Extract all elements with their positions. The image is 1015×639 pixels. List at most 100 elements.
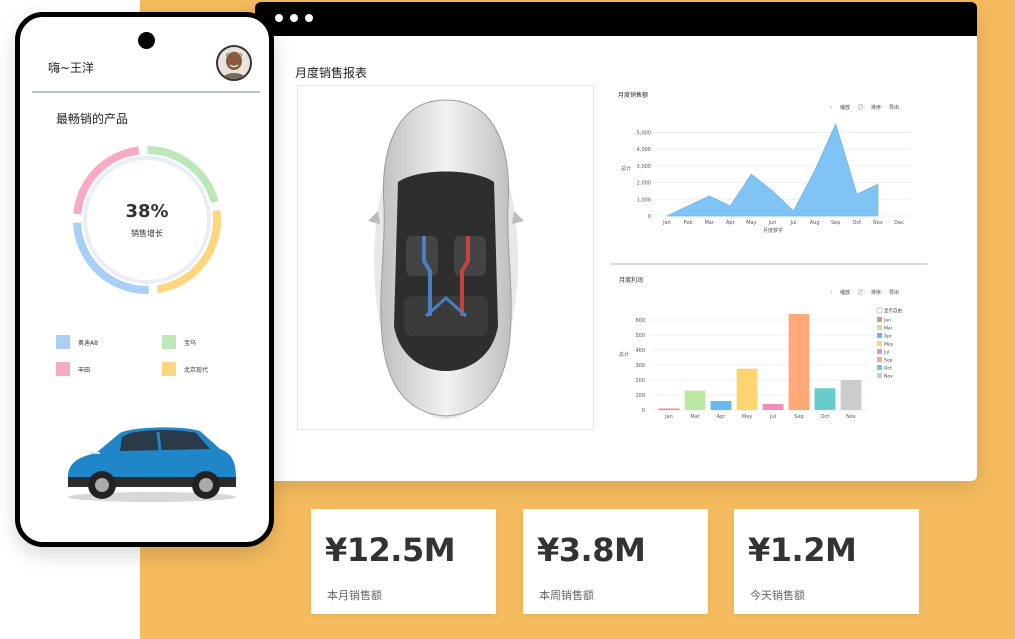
- bar: [736, 368, 758, 410]
- toolbar-sort-button[interactable]: 排序: [871, 290, 882, 296]
- toolbar-sort-button[interactable]: 排序: [871, 105, 882, 111]
- greeting-text: 嗨~王洋: [48, 61, 95, 75]
- camera-icon: [138, 32, 155, 49]
- x-tick-label: May: [742, 414, 752, 420]
- stat-card-month: ¥12.5M 本月销售额: [311, 509, 496, 614]
- y-tick-label: 4,000: [637, 147, 651, 153]
- x-tick-label: Sep: [794, 414, 803, 420]
- legend-label: 宝马: [184, 339, 197, 347]
- toolbar-expand-button[interactable]: ›: [830, 289, 832, 296]
- toolbar-export-button[interactable]: 导出: [889, 105, 900, 111]
- x-tick-label: Nov: [873, 220, 883, 226]
- x-tick-label: Jun: [768, 220, 777, 226]
- phone-divider: [32, 91, 260, 93]
- y-tick-label: 100: [635, 393, 645, 399]
- phone-mockup: 嗨~王洋 最畅销的产品 38% 销售增长 奥迪A8: [15, 12, 274, 547]
- bar: [788, 314, 810, 410]
- legend-label: 奥迪A8: [78, 339, 98, 347]
- y-tick-label: 400: [635, 348, 645, 354]
- window-dot-icon[interactable]: [305, 14, 313, 22]
- x-tick-label: Mar: [690, 414, 700, 420]
- legend-item: 丰田: [56, 362, 90, 376]
- y-tick-label: 0: [648, 214, 651, 220]
- legend-checkbox[interactable]: [876, 307, 883, 314]
- toolbar-zoom-button[interactable]: 缩放: [840, 290, 851, 296]
- toolbar-table-button[interactable]: 〼: [858, 290, 864, 296]
- x-tick-label: Sep: [831, 220, 840, 226]
- donut-segment: [147, 146, 219, 204]
- stat-label: 本月销售额: [327, 589, 382, 602]
- x-tick-label: Nov: [846, 414, 856, 420]
- legend-swatch: [162, 335, 176, 349]
- stat-label: 本周销售额: [539, 589, 594, 602]
- car-top-view-image: [297, 85, 594, 430]
- growth-percent: 38%: [125, 201, 169, 222]
- stat-card-week: ¥3.8M 本周销售额: [523, 509, 708, 614]
- browser-titlebar: [255, 2, 977, 36]
- bar: [762, 404, 784, 410]
- legend-label: Jan: [883, 318, 891, 324]
- avatar[interactable]: [216, 45, 252, 81]
- donut-track: [83, 156, 211, 284]
- y-tick-label: 3,000: [637, 164, 651, 170]
- toolbar-expand-button[interactable]: ›: [830, 104, 832, 111]
- x-tick-label: Aug: [810, 220, 820, 226]
- stat-label: 今天销售额: [750, 589, 805, 602]
- x-tick-label: Feb: [684, 220, 693, 226]
- stat-card-today: ¥1.2M 今天销售额: [734, 509, 919, 614]
- x-tick-label: May: [746, 220, 756, 226]
- legend-label: Mar: [884, 326, 893, 332]
- sales-donut-chart: 38% 销售增长: [68, 141, 226, 299]
- browser-window: 月度销售报表: [255, 2, 977, 481]
- stat-value: ¥1.2M: [748, 531, 857, 569]
- legend-swatch: [877, 325, 882, 330]
- donut-segment: [73, 146, 140, 215]
- window-dot-icon[interactable]: [275, 14, 283, 22]
- bar-chart-title: 月度利润: [619, 277, 644, 284]
- legend-swatch: [162, 362, 176, 376]
- y-tick-label: 500: [635, 333, 645, 339]
- x-tick-label: Jul: [790, 220, 797, 226]
- legend-swatch: [56, 362, 70, 376]
- toolbar-export-button[interactable]: 导出: [889, 290, 900, 296]
- legend-header: 显示自由: [884, 307, 902, 314]
- best-products-title: 最畅销的产品: [56, 112, 129, 126]
- area-chart-toolbar: › 缩放 〼 排序 导出: [830, 104, 900, 112]
- legend-label: Nov: [884, 374, 893, 380]
- y-tick-label: 200: [635, 378, 645, 384]
- y-tick-label: 300: [635, 363, 645, 369]
- legend-label: Apr: [884, 334, 892, 340]
- legend-swatch: [877, 317, 882, 322]
- window-dot-icon[interactable]: [290, 14, 298, 22]
- area-series: [666, 122, 879, 217]
- toolbar-zoom-button[interactable]: 缩放: [840, 105, 851, 111]
- legend-label: Sep: [884, 358, 893, 364]
- monthly-profit-bar-chart: 0 100 200 300 400 500 600 Jan Mar Apr May Jul Sep Oct…: [619, 307, 902, 420]
- legend-swatch: [877, 333, 882, 338]
- x-tick-label: Mar: [704, 220, 714, 226]
- legend-swatch: [877, 341, 882, 346]
- x-tick-label: Jan: [664, 414, 673, 420]
- x-axis-label: 月度数字: [763, 227, 783, 234]
- stat-value: ¥12.5M: [325, 531, 456, 569]
- y-tick-label: 5,000: [637, 130, 651, 136]
- x-tick-label: Apr: [717, 414, 727, 420]
- legend-swatch: [877, 349, 882, 354]
- car-side-image: [60, 419, 240, 503]
- legend-item: 奥迪A8: [56, 335, 98, 349]
- donut-segment: [156, 210, 221, 294]
- legend-label: Jul: [883, 350, 889, 356]
- legend-item: 宝马: [162, 335, 196, 349]
- y-tick-label: 600: [635, 318, 645, 324]
- x-tick-label: Oct: [821, 414, 830, 420]
- chart-divider: [611, 263, 927, 265]
- legend-swatch: [877, 357, 882, 362]
- x-tick-label: Jan: [662, 220, 671, 226]
- growth-label: 销售增长: [131, 229, 163, 238]
- y-tick-label: 1,000: [637, 197, 651, 203]
- toolbar-table-button[interactable]: 〼: [858, 105, 864, 111]
- y-tick-label: 2,000: [637, 181, 651, 187]
- bar: [684, 390, 706, 410]
- monthly-sales-area-chart: 0 1,000 2,000 3,000 4,000 5,000 Jan Feb Mar Apr Ma…: [621, 122, 911, 234]
